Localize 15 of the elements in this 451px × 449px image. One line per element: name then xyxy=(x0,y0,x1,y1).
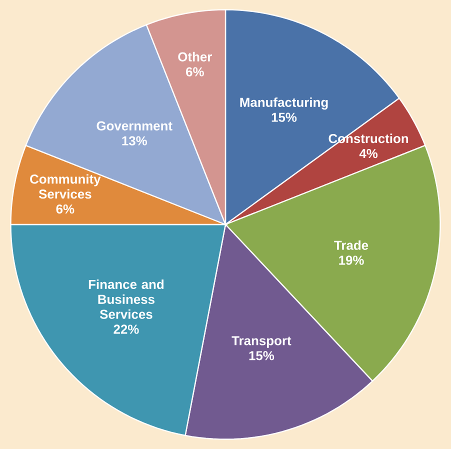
data-label: 22% xyxy=(114,324,139,334)
data-label: 15% xyxy=(272,112,297,122)
data-label: 4% xyxy=(359,148,378,158)
slice-label: Finance and Business Services xyxy=(88,279,164,319)
data-label: 6% xyxy=(56,204,74,214)
slice-label: Other xyxy=(178,52,212,62)
data-label: 6% xyxy=(186,67,204,76)
slice-label: Government xyxy=(96,121,172,130)
data-label: 15% xyxy=(249,351,274,360)
data-label: 19% xyxy=(339,256,364,265)
slice-label: Trade xyxy=(334,240,368,250)
slice-label: Transport xyxy=(232,336,292,348)
slice-label: Manufacturing xyxy=(240,97,328,110)
slice-label: Community Services xyxy=(30,174,101,199)
data-label: 13% xyxy=(122,136,147,146)
